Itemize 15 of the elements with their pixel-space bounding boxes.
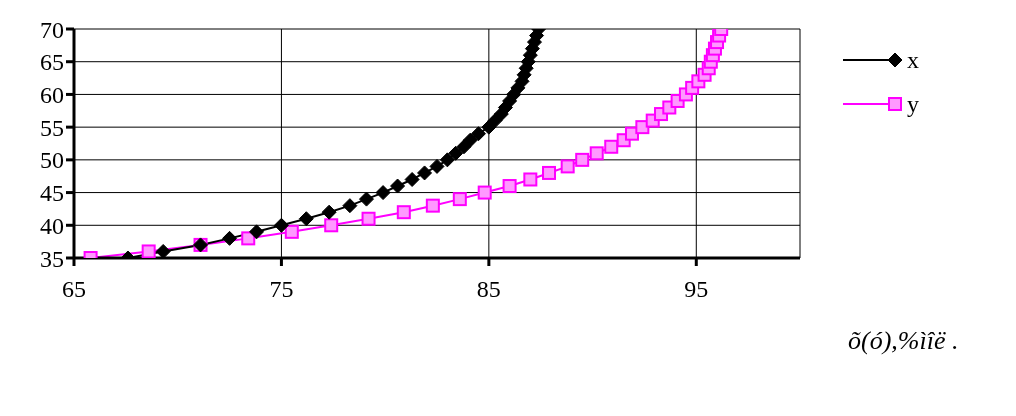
x-tick-label: 65 (62, 276, 86, 303)
legend-label: y (907, 90, 919, 118)
x-tick-label: 95 (684, 276, 709, 303)
y-tick-label: 55 (40, 114, 64, 141)
x-tick-label: 75 (269, 276, 294, 303)
y-tick-label: 65 (40, 49, 64, 76)
y-tick-label: 35 (40, 245, 64, 272)
y-tick-label: 45 (40, 180, 64, 207)
y-tick-label: 60 (40, 81, 64, 108)
y-tick-label: 40 (40, 212, 64, 239)
x-tick-label: 85 (476, 276, 501, 303)
legend-label: x (907, 46, 919, 74)
x-axis-title: õ(ó),%ìîë . (848, 326, 959, 356)
y-tick-label: 70 (40, 16, 64, 43)
y-tick-label: 50 (40, 147, 64, 174)
